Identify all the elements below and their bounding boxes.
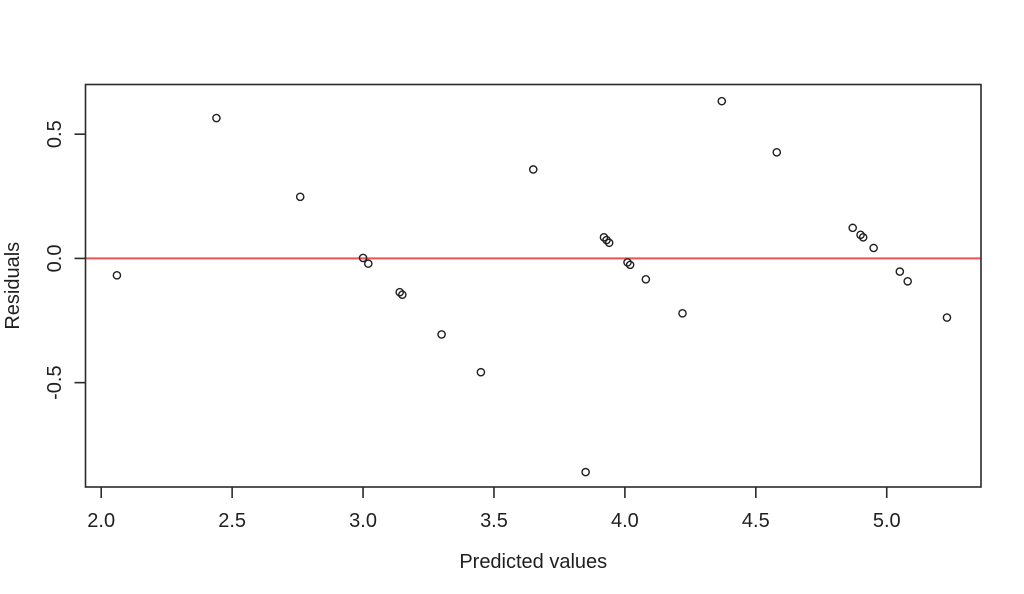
x-axis-title: Predicted values <box>459 551 607 573</box>
x-axis-tick-label: 2.5 <box>218 510 246 532</box>
data-point <box>437 330 446 339</box>
y-axis-tick-label: -0.5 <box>44 365 66 399</box>
data-point <box>772 148 782 157</box>
data-point <box>212 113 221 123</box>
y-axis-title: Residuals <box>2 242 24 330</box>
data-point <box>856 230 865 240</box>
data-point <box>623 258 632 267</box>
data-point <box>641 274 651 284</box>
data-point <box>678 309 687 318</box>
data-point <box>858 233 868 242</box>
data-point <box>476 367 486 377</box>
data-point <box>895 267 905 276</box>
data-point <box>528 165 538 174</box>
data-point <box>604 238 614 248</box>
data-point <box>395 287 405 297</box>
x-axis-tick-label: 5.0 <box>873 510 901 532</box>
x-axis-tick-label: 2.0 <box>87 510 115 532</box>
data-point <box>869 243 878 253</box>
data-point <box>581 467 590 477</box>
data-point <box>602 235 611 245</box>
data-point <box>903 276 912 286</box>
y-axis-tick-label: 0.5 <box>44 120 66 148</box>
data-point <box>717 96 727 106</box>
data-point <box>625 260 635 270</box>
x-axis-tick-label: 4.0 <box>611 510 639 532</box>
data-point <box>358 253 368 263</box>
data-point <box>363 259 373 268</box>
data-point <box>942 313 952 322</box>
data-point <box>398 290 407 299</box>
x-axis-tick-label: 3.5 <box>480 510 508 532</box>
plot-border <box>84 83 982 488</box>
data-point <box>599 233 609 242</box>
y-axis-tick-label: 0.0 <box>44 245 66 273</box>
data-point <box>112 271 122 280</box>
data-point <box>848 223 857 233</box>
x-axis-tick-label: 4.5 <box>742 510 770 532</box>
x-axis-tick-label: 3.0 <box>349 510 377 532</box>
data-point <box>295 192 305 202</box>
